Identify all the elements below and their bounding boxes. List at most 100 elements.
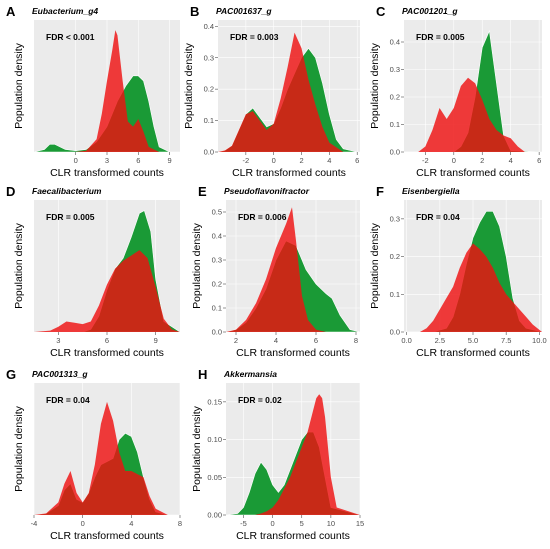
y-tick-label: 0.3 (204, 53, 214, 62)
y-tick-label: 0.4 (390, 38, 400, 47)
y-tick-label: 0.0 (390, 328, 400, 337)
x-tick-label: 0 (74, 156, 78, 165)
x-tick-label: 4 (129, 519, 133, 528)
panel-title: PAC001201_g (402, 6, 458, 16)
y-tick-label: 0.3 (390, 65, 400, 74)
x-tick-label: 6 (136, 156, 140, 165)
x-tick-label: -2 (243, 156, 250, 165)
panel-title: Faecalibacterium (32, 186, 102, 196)
y-tick-label: 0.0 (390, 148, 400, 157)
y-tick-label: 0.3 (212, 256, 222, 265)
panel-letter: D (6, 184, 15, 199)
fdr-annotation: FDR = 0.04 (46, 395, 90, 405)
x-tick-label: 4 (509, 156, 513, 165)
x-tick-label: 5 (300, 519, 304, 528)
y-tick-label: 0.1 (390, 120, 400, 129)
x-axis-title: CLR transformed counts (50, 530, 164, 542)
panel-title: PAC001637_g (216, 6, 272, 16)
x-tick-label: 4 (274, 336, 278, 345)
x-tick-label: -2 (422, 156, 429, 165)
y-axis-title: Population density (13, 222, 25, 309)
y-tick-label: 0.4 (204, 22, 214, 31)
x-tick-label: 6 (355, 156, 359, 165)
y-axis-title: Population density (13, 405, 25, 492)
y-tick-label: 0.1 (212, 304, 222, 313)
panel-d: 3 6 9 D Faecalibacterium FDR = 0.005 CLR trans… (6, 184, 182, 359)
panel-c: -2 0 2 4 6 0.0 0.1 0.2 0.3 0.4 C PAC001201_g FDR = 0… (369, 4, 542, 179)
y-tick-label: 0.2 (390, 93, 400, 102)
y-tick-label: 0.10 (207, 435, 222, 444)
x-tick-label: -4 (31, 519, 38, 528)
panel-title: Eisenbergiella (402, 186, 460, 196)
x-tick-label: 2 (480, 156, 484, 165)
x-tick-label: 0 (271, 519, 275, 528)
y-axis-title: Population density (183, 42, 195, 129)
x-tick-label: 10.0 (532, 336, 547, 345)
y-tick-label: 0.0 (212, 328, 222, 337)
panel-title: Pseudoflavonifractor (224, 186, 310, 196)
x-axis-title: CLR transformed counts (232, 167, 346, 179)
x-axis-title: CLR transformed counts (50, 167, 164, 179)
red-density-area (34, 30, 180, 152)
fdr-annotation: FDR = 0.006 (238, 212, 287, 222)
x-tick-label: 6 (537, 156, 541, 165)
x-tick-label: 15 (356, 519, 364, 528)
x-tick-label: 2 (299, 156, 303, 165)
panel-title: Akkermansia (223, 369, 277, 379)
y-axis-title: Population density (191, 405, 203, 492)
panel-letter: E (198, 184, 207, 199)
x-tick-label: 2 (234, 336, 238, 345)
x-axis-title: CLR transformed counts (416, 347, 530, 359)
panel-e: 2 4 6 8 0.0 0.1 0.2 0.3 0.4 0.5 E Pseudoflavonifrac… (191, 184, 361, 359)
x-tick-label: 0.0 (401, 336, 411, 345)
panel-h: -5 0 5 10 15 0.00 0.05 0.10 0.15 H Akkermansia FDR … (191, 367, 364, 542)
panel-title: Eubacterium_g4 (32, 6, 98, 16)
x-tick-label: 10 (327, 519, 335, 528)
red-density-area (218, 32, 358, 152)
fdr-annotation: FDR = 0.005 (46, 212, 95, 222)
x-tick-label: 8 (178, 519, 182, 528)
fdr-annotation: FDR = 0.003 (230, 32, 279, 42)
y-axis-title: Population density (13, 42, 25, 129)
y-tick-label: 0.1 (390, 290, 400, 299)
x-tick-label: -5 (240, 519, 247, 528)
y-tick-label: 0.05 (207, 473, 222, 482)
x-tick-label: 6 (105, 336, 109, 345)
y-axis-title: Population density (369, 42, 381, 129)
panel-letter: B (190, 4, 199, 19)
x-tick-label: 3 (105, 156, 109, 165)
y-tick-label: 0.4 (212, 232, 222, 241)
x-tick-label: 0 (81, 519, 85, 528)
x-tick-label: 0 (452, 156, 456, 165)
x-axis-title: CLR transformed counts (416, 167, 530, 179)
y-tick-label: 0.3 (390, 214, 400, 223)
red-density-area (34, 401, 180, 515)
red-density-area (404, 243, 542, 332)
panel-a: 0 3 6 9 A Eubacterium_g4 FDR < 0.001 CLR transf… (6, 4, 180, 179)
panel-f: 0.0 2.5 5.0 7.5 10.0 0.0 0.1 0.2 0.3 F Eisenbergie… (369, 184, 547, 359)
x-tick-label: 9 (154, 336, 158, 345)
y-tick-label: 0.0 (204, 148, 214, 157)
panel-letter: A (6, 4, 16, 19)
panel-letter: C (376, 4, 386, 19)
y-tick-label: 0.2 (204, 85, 214, 94)
y-tick-label: 0.2 (390, 252, 400, 261)
panel-g: -4 0 4 8 G PAC001313_g FDR = 0.04 CLR transform… (6, 367, 182, 542)
panel-letter: H (198, 367, 207, 382)
red-density-area (34, 250, 180, 332)
panel-letter: G (6, 367, 16, 382)
x-axis-title: CLR transformed counts (236, 347, 350, 359)
x-axis-title: CLR transformed counts (50, 347, 164, 359)
y-axis-title: Population density (369, 222, 381, 309)
y-tick-label: 0.00 (207, 511, 222, 520)
panel-letter: F (376, 184, 384, 199)
x-tick-label: 3 (56, 336, 60, 345)
fdr-annotation: FDR = 0.005 (416, 32, 465, 42)
x-tick-label: 6 (314, 336, 318, 345)
y-axis-title: Population density (191, 222, 203, 309)
x-tick-label: 8 (354, 336, 358, 345)
x-tick-label: 9 (167, 156, 171, 165)
y-tick-label: 0.2 (212, 280, 222, 289)
fdr-annotation: FDR = 0.02 (238, 395, 282, 405)
